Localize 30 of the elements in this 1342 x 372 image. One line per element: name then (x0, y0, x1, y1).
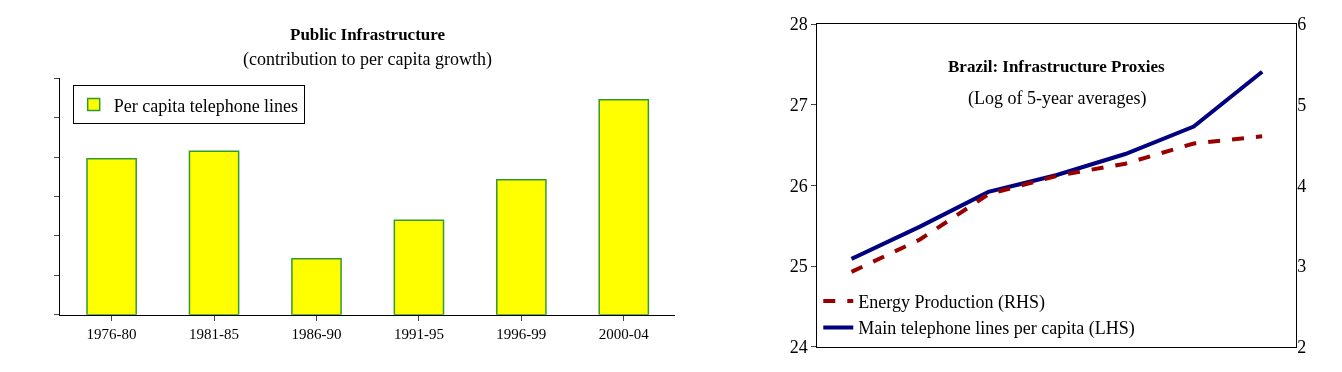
bar (598, 99, 650, 315)
y-tick-label: 26 (789, 175, 808, 196)
x-tick-label: 1981-85 (189, 325, 240, 342)
bar (496, 179, 547, 315)
y-tick-label: 25 (789, 256, 808, 277)
chart-subtitle: (contribution to per capita growth) (243, 49, 492, 70)
legend-label: Per capita telephone lines (113, 95, 299, 116)
x-tick-label: 1986-90 (291, 325, 342, 342)
chart-title: Public Infrastructure (290, 25, 446, 44)
x-tick-label: 2000-04 (598, 325, 650, 342)
y-tick-label: 28 (789, 14, 808, 35)
x-tick-label: 1976-80 (86, 325, 137, 342)
y2-tick-label: 3 (1297, 256, 1307, 277)
x-tick-label: 1991-95 (393, 325, 444, 342)
text: (Log of 5-year averages) (968, 88, 1147, 109)
line-series (849, 134, 1265, 274)
bar (393, 219, 445, 315)
legend-label: Main telephone lines per capita (LHS) (858, 318, 1135, 340)
bar (188, 150, 240, 315)
y-tick-label: 24 (789, 337, 808, 358)
x-tick-label: 1996-99 (496, 325, 547, 342)
legend-label: Energy Production (RHS) (858, 292, 1045, 314)
y2-tick-label: 2 (1297, 337, 1307, 358)
y-tick-label: 27 (789, 95, 808, 116)
y2-tick-label: 5 (1297, 95, 1307, 116)
y2-tick-label: 4 (1297, 175, 1307, 196)
bar (291, 257, 342, 315)
bar (86, 157, 137, 315)
y2-tick-label: 6 (1297, 14, 1307, 35)
text: Brazil: Infrastructure Proxies (948, 57, 1165, 76)
